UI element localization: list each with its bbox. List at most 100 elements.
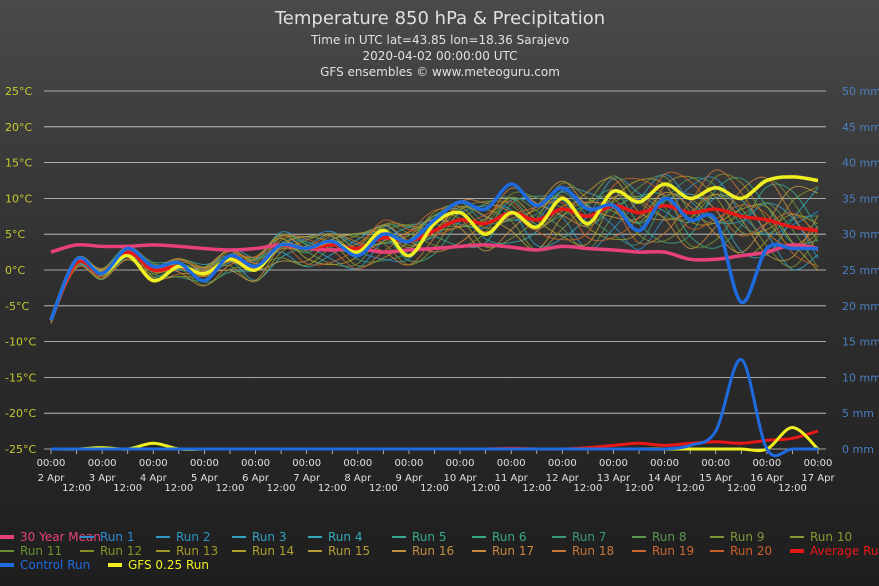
y-right-tick-label: 45 mm — [842, 121, 879, 134]
precipitation-gfs-0-25-run-line — [50, 426, 820, 453]
x-tick-time-label: 00:00 — [650, 458, 679, 469]
y-right-tick-label: 50 mm — [842, 85, 879, 98]
x-tick-midday-label: 12:00 — [369, 483, 398, 494]
x-tick-midday-label: 12:00 — [522, 483, 551, 494]
x-tick-date-label: 15 Apr — [699, 473, 733, 484]
x-tick-midday-label: 12:00 — [62, 483, 91, 494]
ensemble-run-line — [50, 171, 819, 318]
y-right-tick-label: 30 mm — [842, 228, 879, 241]
x-tick-date-label: 7 Apr — [293, 473, 321, 484]
legend-label: Run 7 — [572, 530, 606, 544]
x-tick-time-label: 00:00 — [241, 458, 270, 469]
chart-title: Temperature 850 hPa & Precipitation — [274, 8, 605, 29]
ensemble-run-line — [50, 183, 819, 320]
legend-label: Run 10 — [810, 530, 852, 544]
x-tick-time-label: 00:00 — [701, 458, 730, 469]
x-tick-midday-label: 12:00 — [113, 483, 142, 494]
x-tick-time-label: 00:00 — [343, 458, 372, 469]
temperature-30-year-mean-line — [50, 242, 819, 262]
y-left-tick-label: 25°C — [5, 85, 32, 98]
legend-label: Control Run — [20, 558, 90, 572]
legend-label: Run 1 — [100, 530, 134, 544]
y-right-tick-label: 5 mm — [842, 407, 874, 420]
precipitation-control-run-line — [51, 357, 818, 458]
y-left-tick-label: -15°C — [5, 371, 36, 384]
x-tick-midday-label: 12:00 — [216, 483, 245, 494]
chart-subtitle-location: Time in UTC lat=43.85 lon=18.36 Sarajevo — [310, 33, 569, 47]
legend-label: Run 15 — [328, 544, 370, 558]
x-tick-date-label: 3 Apr — [89, 473, 117, 484]
x-tick-time-label: 00:00 — [292, 458, 321, 469]
y-right-tick-label: 25 mm — [842, 264, 879, 277]
x-tick-time-label: 00:00 — [190, 458, 219, 469]
x-tick-date-label: 12 Apr — [546, 473, 580, 484]
legend-label: Run 9 — [730, 530, 764, 544]
chart-subtitle-date: 2020-04-02 00:00:00 UTC — [362, 49, 517, 63]
temperature-gfs-0-25-run-line — [49, 175, 819, 321]
legend-label: Run 19 — [652, 544, 694, 558]
legend-label: Run 5 — [412, 530, 446, 544]
x-tick-date-label: 11 Apr — [495, 473, 529, 484]
x-tick-date-label: 17 Apr — [801, 473, 835, 484]
legend-label: Run 18 — [572, 544, 614, 558]
x-tick-date-label: 9 Apr — [396, 473, 424, 484]
legend-label: 30 Year Mean — [20, 530, 101, 544]
y-left-tick-label: 20°C — [5, 121, 32, 134]
x-tick-date-label: 13 Apr — [597, 473, 631, 484]
x-tick-time-label: 00:00 — [752, 458, 781, 469]
ensemble-run-line — [50, 175, 819, 324]
x-tick-midday-label: 12:00 — [164, 483, 193, 494]
x-tick-date-label: 4 Apr — [140, 473, 168, 484]
y-right-tick-label: 10 mm — [842, 371, 879, 384]
x-tick-midday-label: 12:00 — [727, 483, 756, 494]
y-right-tick-label: 15 mm — [842, 336, 879, 349]
x-tick-time-label: 00:00 — [599, 458, 628, 469]
y-left-tick-label: 0°C — [5, 264, 25, 277]
temperature-control-run-line — [49, 182, 819, 321]
y-left-tick-label: 5°C — [5, 228, 25, 241]
y-right-tick-label: 40 mm — [842, 157, 879, 170]
legend-label: GFS 0.25 Run — [128, 558, 209, 572]
chart-subtitle-source: GFS ensembles © www.meteoguru.com — [320, 65, 560, 79]
x-tick-date-label: 14 Apr — [648, 473, 682, 484]
ensemble-run-line — [50, 177, 819, 322]
x-tick-time-label: 00:00 — [88, 458, 117, 469]
x-tick-date-label: 16 Apr — [750, 473, 784, 484]
x-tick-midday-label: 12:00 — [676, 483, 705, 494]
ensemble-run-line — [50, 182, 819, 321]
legend-label: Run 17 — [492, 544, 534, 558]
x-tick-midday-label: 12:00 — [267, 483, 296, 494]
y-left-tick-label: -5°C — [5, 300, 29, 313]
y-left-tick-label: 15°C — [5, 157, 32, 170]
legend-label: Run 12 — [100, 544, 142, 558]
y-left-tick-label: 10°C — [5, 192, 32, 205]
legend-label: Run 11 — [20, 544, 62, 558]
y-left-tick-label: -25°C — [5, 443, 36, 456]
x-tick-time-label: 00:00 — [804, 458, 833, 469]
legend-label: Average Run — [810, 544, 879, 558]
x-tick-midday-label: 12:00 — [420, 483, 449, 494]
x-tick-time-label: 00:00 — [37, 458, 66, 469]
x-tick-date-label: 2 Apr — [38, 473, 66, 484]
x-tick-time-label: 00:00 — [548, 458, 577, 469]
x-tick-midday-label: 12:00 — [471, 483, 500, 494]
x-tick-midday-label: 12:00 — [318, 483, 347, 494]
x-tick-time-label: 00:00 — [497, 458, 526, 469]
legend-label: Run 8 — [652, 530, 686, 544]
legend-label: Run 13 — [176, 544, 218, 558]
y-left-tick-label: -20°C — [5, 407, 36, 420]
x-tick-midday-label: 12:00 — [625, 483, 654, 494]
legend-label: Run 14 — [252, 544, 294, 558]
x-tick-date-label: 6 Apr — [242, 473, 270, 484]
y-right-tick-label: 0 mm — [842, 443, 874, 456]
x-tick-midday-label: 12:00 — [573, 483, 602, 494]
x-tick-date-label: 5 Apr — [191, 473, 219, 484]
x-tick-time-label: 00:00 — [139, 458, 168, 469]
x-tick-date-label: 8 Apr — [344, 473, 372, 484]
ensemble-run-line — [50, 177, 819, 324]
legend-label: Run 3 — [252, 530, 286, 544]
x-tick-time-label: 00:00 — [395, 458, 424, 469]
y-right-tick-label: 20 mm — [842, 300, 879, 313]
